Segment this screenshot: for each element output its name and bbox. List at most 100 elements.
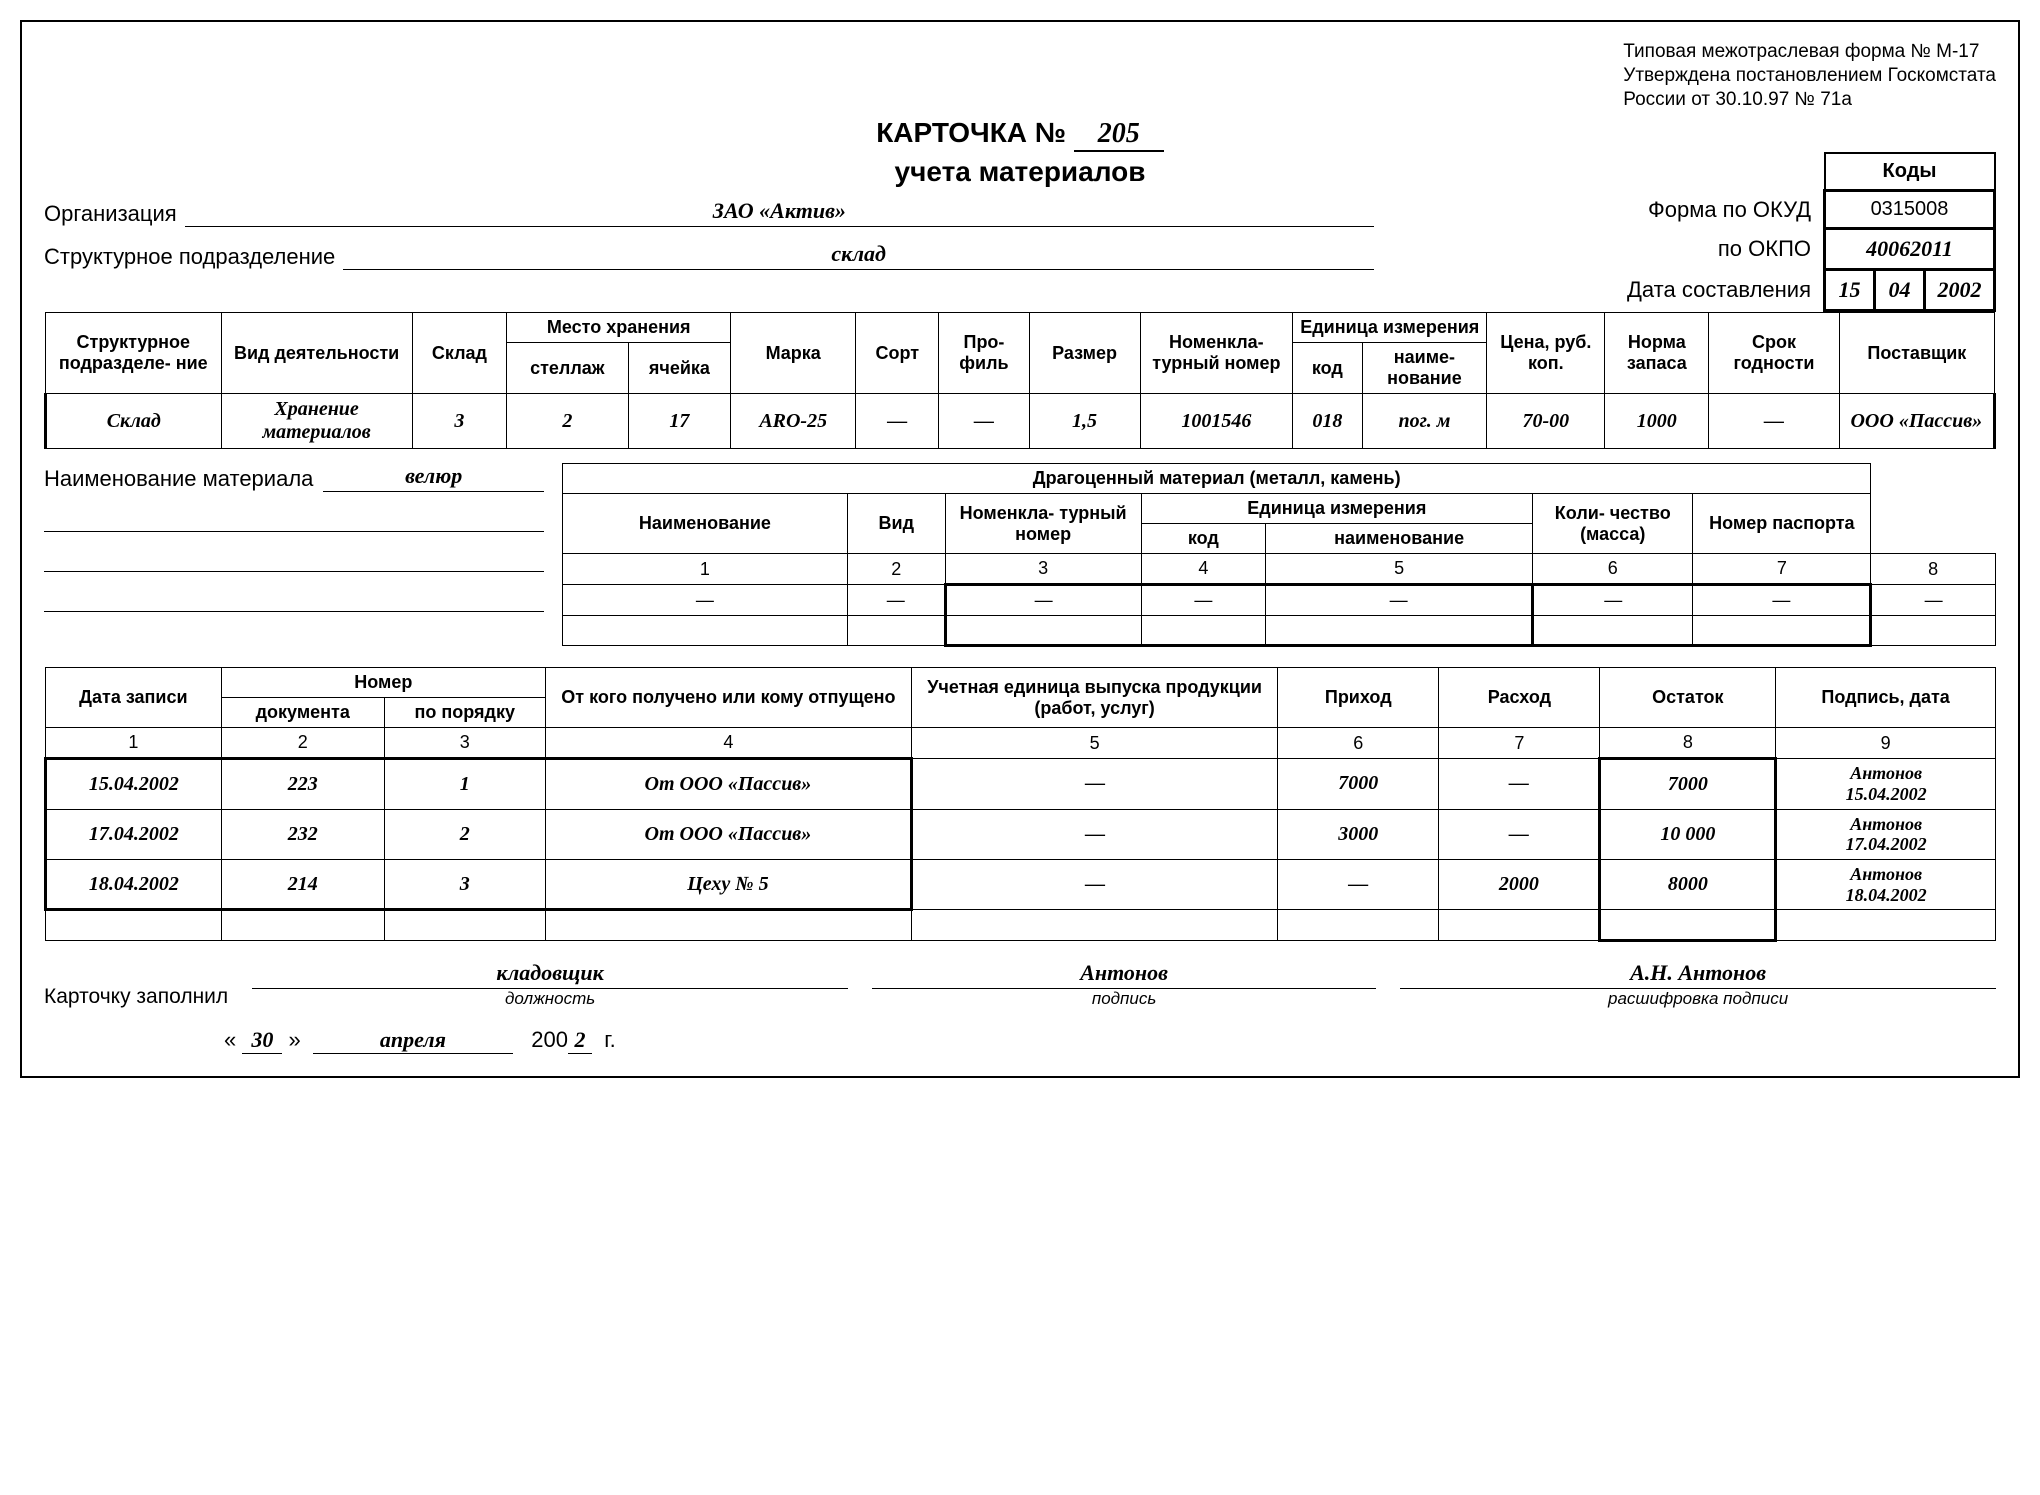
moves-colnums: 1 2 3 4 5 6 7 8 9 — [46, 728, 1996, 759]
footer-sign-cap: подпись — [872, 989, 1376, 1009]
precious-empty-row — [563, 616, 1996, 646]
date-day: 15 — [1825, 270, 1875, 311]
date-label: Дата составления — [1617, 270, 1824, 311]
precious-colnums: 1 2 3 4 5 6 7 8 — [563, 554, 1996, 585]
material-blank-line — [44, 578, 544, 612]
precious-h-code: код — [1141, 524, 1266, 554]
precious-h-uname: наименование — [1266, 524, 1533, 554]
info-supplier: ООО «Пассив» — [1839, 394, 1994, 449]
info-table: Структурное подразделе- ние Вид деятельн… — [44, 312, 1996, 449]
precious-h-nomen: Номенкла- турный номер — [945, 494, 1141, 554]
info-activity: Хранение материалов — [221, 394, 412, 449]
okud-label: Форма по ОКУД — [1617, 191, 1824, 229]
org-field: Организация ЗАО «Актив» — [44, 198, 1374, 227]
info-shelf: — — [1709, 394, 1839, 449]
precious-h-kind: Вид — [847, 494, 945, 554]
info-cell: 17 — [628, 394, 731, 449]
moves-h-out: Расход — [1439, 668, 1600, 728]
footer-position-cap: должность — [252, 989, 848, 1009]
title-prefix: КАРТОЧКА № — [876, 117, 1066, 148]
codes-box: Коды Форма по ОКУД 0315008 по ОКПО 40062… — [1617, 152, 1996, 312]
moves-h-balance: Остаток — [1600, 668, 1776, 728]
moves-h-in: Приход — [1278, 668, 1439, 728]
title-row: КАРТОЧКА № 205 — [44, 117, 1996, 152]
info-norm: 1000 — [1605, 394, 1709, 449]
okud-value: 0315008 — [1825, 191, 1995, 229]
moves-h-sign: Подпись, дата — [1776, 668, 1996, 728]
precious-h-passport: Номер паспорта — [1693, 494, 1871, 554]
footer-year-prefix: 200 — [531, 1027, 568, 1052]
material-name-block: Наименование материала велюр — [44, 463, 544, 612]
info-h-brand: Марка — [731, 313, 856, 394]
precious-h-qty: Коли- чество (масса) — [1533, 494, 1693, 554]
precious-title: Драгоценный материал (металл, камень) — [563, 464, 1871, 494]
moves-table: Дата записи Номер От кого получено или к… — [44, 667, 1996, 942]
info-h-size: Размер — [1029, 313, 1140, 394]
footer-position: кладовщик — [252, 960, 848, 989]
footer-decode: А.Н. Антонов — [1400, 960, 1996, 989]
moves-h-date: Дата записи — [46, 668, 222, 728]
info-warehouse: 3 — [412, 394, 506, 449]
moves-row: 15.04.20022231От ООО «Пассив»—7000—7000А… — [46, 759, 1996, 809]
info-unit-code: 018 — [1293, 394, 1362, 449]
info-h-unit-name: наиме- нование — [1362, 343, 1487, 394]
moves-h-doc: документа — [221, 698, 384, 728]
info-profile: — — [939, 394, 1029, 449]
info-h-price: Цена, руб. коп. — [1487, 313, 1605, 394]
moves-row: 17.04.20022322От ООО «Пассив»—3000—10 00… — [46, 809, 1996, 859]
org-value: ЗАО «Актив» — [185, 198, 1374, 227]
dept-field: Структурное подразделение склад — [44, 241, 1374, 270]
footer-year-tail: 2 — [568, 1027, 592, 1054]
info-h-unit-code: код — [1293, 343, 1362, 394]
moves-h-from: От кого получено или кому отпущено — [545, 668, 911, 728]
footer-date-row: « 30 » апреля 2002 г. — [44, 1027, 1996, 1054]
okpo-label: по ОКПО — [1617, 229, 1824, 270]
info-h-cell: ячейка — [628, 343, 731, 394]
info-size: 1,5 — [1029, 394, 1140, 449]
material-value: велюр — [323, 463, 544, 492]
moves-empty-row — [46, 910, 1996, 941]
footer-year-suffix: г. — [604, 1027, 615, 1052]
footer-sign: Антонов — [872, 960, 1376, 989]
info-h-warehouse: Склад — [412, 313, 506, 394]
precious-col8: 8 — [1871, 554, 1996, 585]
info-nomen: 1001546 — [1140, 394, 1293, 449]
info-data-row: Склад Хранение материалов 3 2 17 ARO-25 … — [46, 394, 1995, 449]
approval-line: Типовая межотраслевая форма № М-17 — [1623, 40, 1996, 64]
precious-blank-corner — [1871, 464, 1996, 554]
info-h-nomen: Номенкла- турный номер — [1140, 313, 1293, 394]
info-h-struct: Структурное подразделе- ние — [46, 313, 222, 394]
date-month: 04 — [1875, 270, 1925, 311]
approval-block: Типовая межотраслевая форма № М-17 Утвер… — [1623, 40, 1996, 111]
info-unit-name: пог. м — [1362, 394, 1487, 449]
precious-data-row: — — — — — — — — — [563, 585, 1996, 616]
info-h-shelf: Срок годности — [1709, 313, 1839, 394]
info-h-supplier: Поставщик — [1839, 313, 1994, 394]
footer-month: апреля — [313, 1027, 513, 1054]
card-number: 205 — [1074, 118, 1164, 152]
footer-day: 30 — [242, 1027, 282, 1054]
precious-h-unit: Единица измерения — [1141, 494, 1533, 524]
approval-line: Утверждена постановлением Госкомстата — [1623, 64, 1996, 88]
org-label: Организация — [44, 201, 185, 227]
info-h-norm: Норма запаса — [1605, 313, 1709, 394]
info-grade: — — [856, 394, 939, 449]
precious-h-name: Наименование — [563, 494, 848, 554]
info-h-storage: Место хранения — [507, 313, 731, 343]
dept-value: склад — [343, 241, 1374, 270]
info-struct: Склад — [46, 394, 222, 449]
dept-label: Структурное подразделение — [44, 244, 343, 270]
moves-h-unit: Учетная единица выпуска продукции (работ… — [912, 668, 1278, 728]
info-h-profile: Про- филь — [939, 313, 1029, 394]
info-h-activity: Вид деятельности — [221, 313, 412, 394]
info-h-unit: Единица измерения — [1293, 313, 1487, 343]
moves-h-number: Номер — [221, 668, 545, 698]
material-blank-line — [44, 538, 544, 572]
precious-table: Драгоценный материал (металл, камень) На… — [562, 463, 1996, 647]
material-label: Наименование материала — [44, 466, 313, 492]
info-price: 70-00 — [1487, 394, 1605, 449]
info-h-rack: стеллаж — [507, 343, 628, 394]
date-year: 2002 — [1925, 270, 1995, 311]
moves-row: 18.04.20022143Цеху № 5——20008000Антонов1… — [46, 860, 1996, 910]
material-blank-line — [44, 498, 544, 532]
